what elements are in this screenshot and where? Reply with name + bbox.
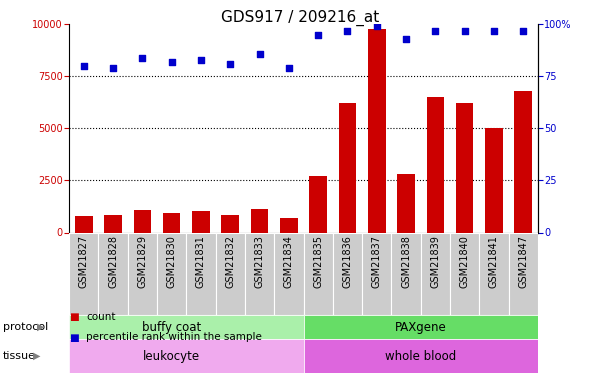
- Text: leukocyte: leukocyte: [143, 350, 200, 363]
- Bar: [69, 315, 304, 339]
- Point: [372, 24, 382, 30]
- Text: ■: ■: [69, 333, 79, 342]
- Text: GSM21832: GSM21832: [225, 235, 235, 288]
- Point: [167, 59, 177, 65]
- Bar: [333, 232, 362, 315]
- Text: GSM21836: GSM21836: [343, 235, 352, 288]
- Bar: [508, 232, 538, 315]
- Text: GSM21830: GSM21830: [166, 235, 177, 288]
- Bar: [105, 215, 122, 232]
- Point: [519, 28, 528, 34]
- Point: [313, 32, 323, 38]
- Bar: [245, 232, 274, 315]
- Text: percentile rank within the sample: percentile rank within the sample: [86, 333, 262, 342]
- Point: [284, 65, 294, 71]
- Text: GSM21839: GSM21839: [430, 235, 441, 288]
- Bar: [362, 232, 391, 315]
- Text: PAXgene: PAXgene: [395, 321, 447, 334]
- Bar: [216, 232, 245, 315]
- Point: [430, 28, 440, 34]
- Bar: [280, 218, 297, 232]
- Text: GSM21831: GSM21831: [196, 235, 206, 288]
- Bar: [251, 209, 268, 232]
- Bar: [304, 315, 552, 339]
- Text: ▶: ▶: [37, 322, 44, 332]
- Point: [108, 65, 118, 71]
- Text: GDS917 / 209216_at: GDS917 / 209216_at: [221, 9, 380, 26]
- Bar: [368, 28, 385, 233]
- Bar: [69, 339, 304, 373]
- Text: count: count: [86, 312, 115, 322]
- Bar: [450, 232, 480, 315]
- Bar: [186, 232, 216, 315]
- Text: tissue: tissue: [3, 351, 36, 361]
- Point: [225, 61, 235, 67]
- Point: [343, 28, 352, 34]
- Point: [79, 63, 88, 69]
- Bar: [304, 339, 552, 373]
- Bar: [192, 211, 210, 232]
- Point: [460, 28, 469, 34]
- Bar: [157, 232, 186, 315]
- Bar: [391, 232, 421, 315]
- Bar: [397, 174, 415, 232]
- Text: GSM21841: GSM21841: [489, 235, 499, 288]
- Text: GSM21847: GSM21847: [518, 235, 528, 288]
- Point: [489, 28, 499, 34]
- Text: GSM21827: GSM21827: [79, 235, 89, 288]
- Bar: [69, 232, 99, 315]
- Bar: [427, 97, 444, 232]
- Text: GSM21837: GSM21837: [372, 235, 382, 288]
- Text: GSM21828: GSM21828: [108, 235, 118, 288]
- Text: whole blood: whole blood: [385, 350, 456, 363]
- Bar: [133, 210, 151, 232]
- Bar: [99, 232, 127, 315]
- Text: GSM21838: GSM21838: [401, 235, 411, 288]
- Bar: [274, 232, 304, 315]
- Text: ▶: ▶: [33, 351, 40, 361]
- Text: GSM21840: GSM21840: [460, 235, 469, 288]
- Bar: [456, 104, 474, 232]
- Text: GSM21834: GSM21834: [284, 235, 294, 288]
- Bar: [304, 232, 333, 315]
- Bar: [421, 232, 450, 315]
- Bar: [480, 232, 508, 315]
- Text: GSM21833: GSM21833: [255, 235, 264, 288]
- Bar: [514, 91, 532, 232]
- Text: buffy coat: buffy coat: [142, 321, 201, 334]
- Point: [401, 36, 411, 42]
- Point: [255, 51, 264, 57]
- Bar: [485, 128, 502, 232]
- Text: protocol: protocol: [3, 322, 48, 332]
- Point: [196, 57, 206, 63]
- Bar: [310, 176, 327, 232]
- Bar: [221, 215, 239, 232]
- Bar: [163, 213, 180, 232]
- Bar: [75, 216, 93, 232]
- Text: GSM21835: GSM21835: [313, 235, 323, 288]
- Text: ■: ■: [69, 312, 79, 322]
- Point: [138, 55, 147, 61]
- Bar: [128, 232, 157, 315]
- Bar: [339, 104, 356, 232]
- Text: GSM21829: GSM21829: [138, 235, 147, 288]
